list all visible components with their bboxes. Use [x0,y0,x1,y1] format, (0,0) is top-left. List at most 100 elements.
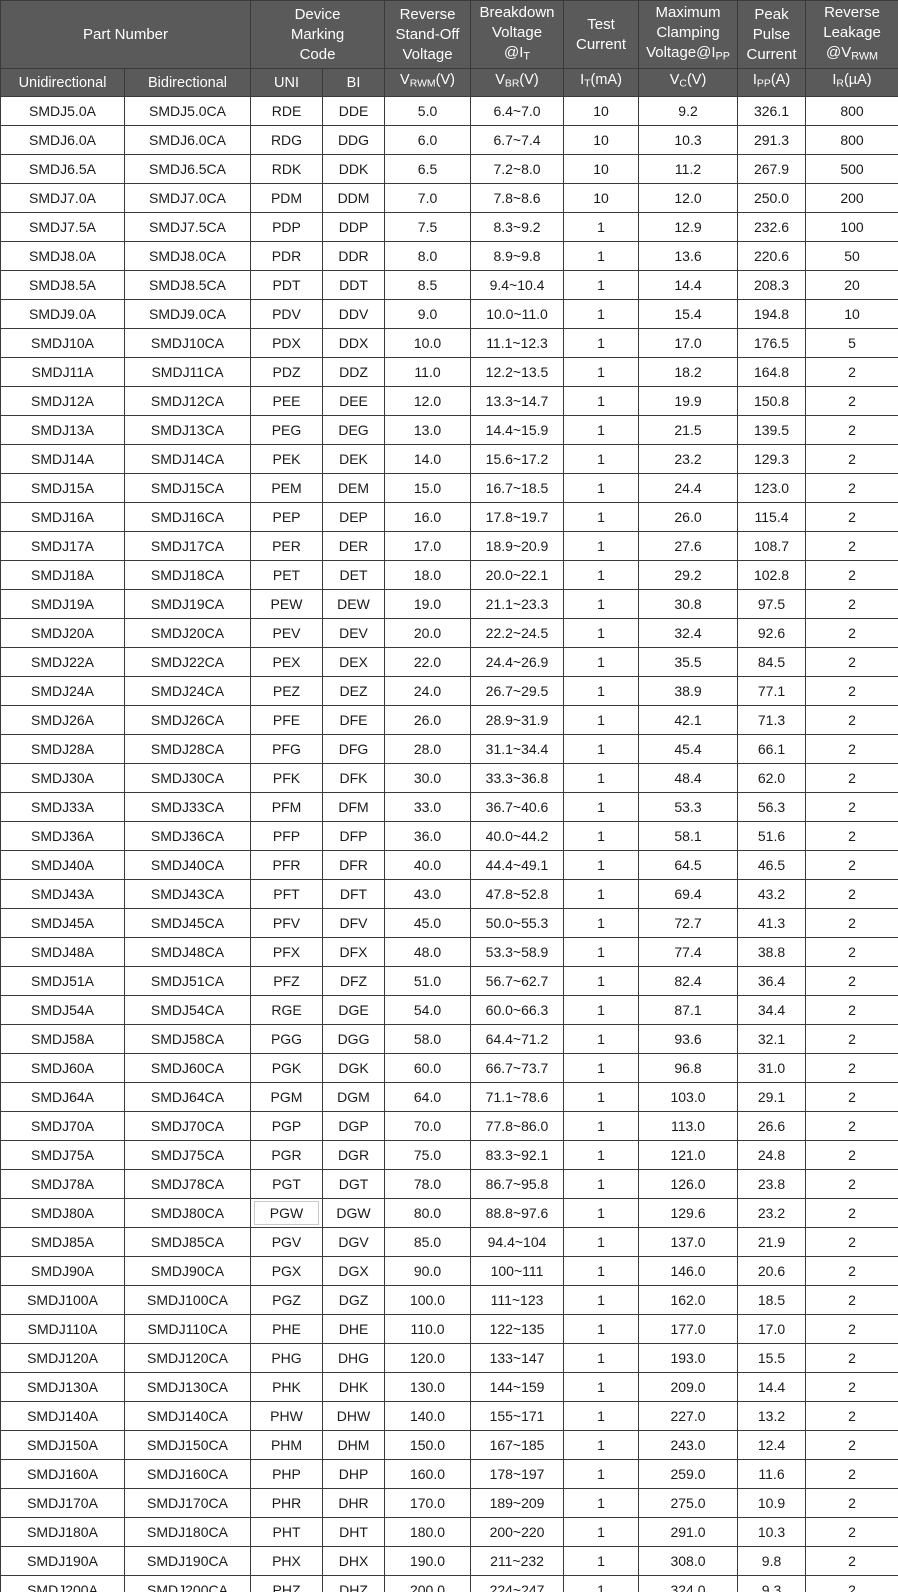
cell-it: 1 [563,531,640,561]
cell-vrwm: 45.0 [384,908,472,938]
cell-it: 1 [563,444,640,474]
cell-ir: 2 [805,1111,898,1141]
cell-bidirectional: SMDJ10CA [124,328,251,358]
cell-unidirectional: SMDJ15A [0,473,125,503]
cell-vrwm: 30.0 [384,763,472,793]
cell-uni: PGT [250,1169,323,1199]
cell-ipp: 115.4 [737,502,807,532]
cell-ir: 2 [805,415,898,445]
cell-bi: DDR [321,241,386,271]
cell-vrwm: 120.0 [384,1343,472,1373]
cell-vbr: 17.8~19.7 [470,502,565,532]
table-row: SMDJ48A SMDJ48CA PFX DFX 48.0 53.3~58.9 1 77.4 3… [0,937,898,967]
cell-bi: DFE [321,705,386,735]
cell-vrwm: 26.0 [384,705,472,735]
cell-vrwm: 90.0 [384,1256,472,1286]
cell-unidirectional: SMDJ85A [0,1227,125,1257]
cell-bidirectional: SMDJ170CA [124,1488,251,1518]
cell-uni: PGV [250,1227,323,1257]
cell-it: 1 [563,647,640,677]
cell-vbr: 144~159 [470,1372,565,1402]
cell-vc: 93.6 [638,1024,739,1054]
table-row: SMDJ6.0A SMDJ6.0CA RDG DDG 6.0 6.7~7.4 10 10.3 2… [0,125,898,155]
cell-vbr: 8.9~9.8 [470,241,565,271]
cell-bidirectional: SMDJ130CA [124,1372,251,1402]
cell-bidirectional: SMDJ70CA [124,1111,251,1141]
cell-ir: 2 [805,1053,898,1083]
cell-ir: 2 [805,647,898,677]
cell-vrwm: 180.0 [384,1517,472,1547]
cell-vrwm: 150.0 [384,1430,472,1460]
cell-uni: PFE [250,705,323,735]
cell-it: 10 [563,96,640,126]
cell-vbr: 8.3~9.2 [470,212,565,242]
cell-vrwm: 7.5 [384,212,472,242]
cell-it: 1 [563,357,640,387]
cell-unidirectional: SMDJ45A [0,908,125,938]
cell-bi: DFV [321,908,386,938]
cell-ir: 2 [805,531,898,561]
cell-uni: PFM [250,792,323,822]
cell-it: 1 [563,1488,640,1518]
cell-bidirectional: SMDJ110CA [124,1314,251,1344]
cell-uni: PDZ [250,357,323,387]
cell-unidirectional: SMDJ6.5A [0,154,125,184]
cell-vc: 243.0 [638,1430,739,1460]
cell-bidirectional: SMDJ7.0CA [124,183,251,213]
cell-vbr: 15.6~17.2 [470,444,565,474]
cell-ir: 2 [805,560,898,590]
cell-ir: 2 [805,1024,898,1054]
header-part-number: Part Number [0,0,251,69]
cell-unidirectional: SMDJ7.5A [0,212,125,242]
cell-ipp: 24.8 [737,1140,807,1170]
cell-uni: PGW [250,1198,323,1228]
cell-unidirectional: SMDJ10A [0,328,125,358]
cell-vc: 24.4 [638,473,739,503]
cell-ir: 2 [805,995,898,1025]
cell-ipp: 21.9 [737,1227,807,1257]
cell-bidirectional: SMDJ150CA [124,1430,251,1460]
cell-vc: 27.6 [638,531,739,561]
cell-it: 1 [563,212,640,242]
cell-vc: 137.0 [638,1227,739,1257]
cell-vrwm: 24.0 [384,676,472,706]
cell-uni: PDP [250,212,323,242]
cell-unidirectional: SMDJ120A [0,1343,125,1373]
cell-unidirectional: SMDJ9.0A [0,299,125,329]
cell-bidirectional: SMDJ16CA [124,502,251,532]
cell-it: 10 [563,125,640,155]
cell-uni: PHZ [250,1575,323,1592]
cell-it: 1 [563,734,640,764]
cell-vbr: 189~209 [470,1488,565,1518]
cell-unidirectional: SMDJ8.0A [0,241,125,271]
cell-unidirectional: SMDJ17A [0,531,125,561]
cell-bi: DHZ [321,1575,386,1592]
cell-uni: PEG [250,415,323,445]
cell-vc: 129.6 [638,1198,739,1228]
cell-bidirectional: SMDJ85CA [124,1227,251,1257]
cell-uni: PFR [250,850,323,880]
cell-bi: DGK [321,1053,386,1083]
cell-it: 10 [563,183,640,213]
cell-bi: DDK [321,154,386,184]
cell-unidirectional: SMDJ180A [0,1517,125,1547]
cell-ipp: 56.3 [737,792,807,822]
cell-ir: 2 [805,879,898,909]
cell-vrwm: 200.0 [384,1575,472,1592]
cell-uni: PEE [250,386,323,416]
header-device-marking-code: Device Marking Code [249,0,386,69]
cell-bidirectional: SMDJ7.5CA [124,212,251,242]
cell-ipp: 38.8 [737,937,807,967]
cell-uni: PEM [250,473,323,503]
cell-unidirectional: SMDJ78A [0,1169,125,1199]
cell-vbr: 24.4~26.9 [470,647,565,677]
cell-ir: 2 [805,1198,898,1228]
table-row: SMDJ26A SMDJ26CA PFE DFE 26.0 28.9~31.9 1 42.1 7… [0,705,898,735]
cell-ipp: 71.3 [737,705,807,735]
cell-ipp: 84.5 [737,647,807,677]
cell-bi: DER [321,531,386,561]
table-row: SMDJ30A SMDJ30CA PFK DFK 30.0 33.3~36.8 1 48.4 6… [0,763,898,793]
cell-it: 1 [563,763,640,793]
cell-ipp: 220.6 [737,241,807,271]
cell-ipp: 23.2 [737,1198,807,1228]
